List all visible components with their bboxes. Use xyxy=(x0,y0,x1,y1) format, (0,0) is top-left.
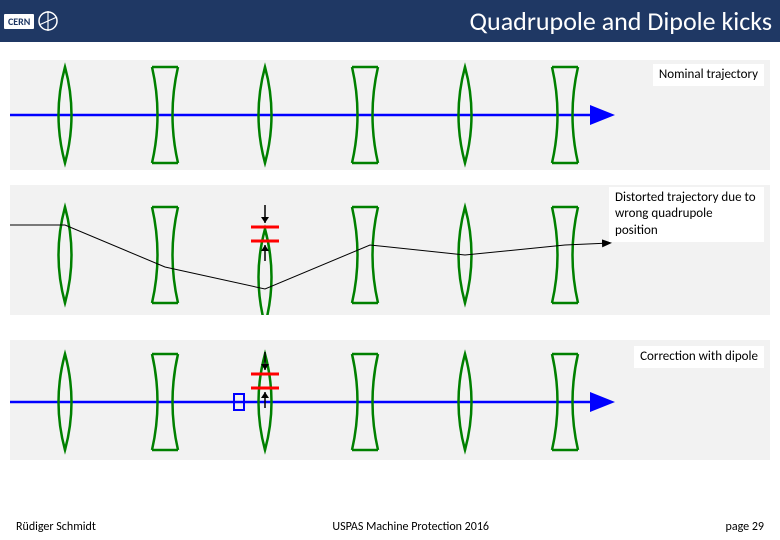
panel-correction: Correction with dipole xyxy=(10,340,770,460)
panel-nominal: Nominal trajectory xyxy=(10,60,770,170)
label-correction: Correction with dipole xyxy=(634,346,764,368)
slide-header: CERN Quadrupole and Dipole kicks xyxy=(0,0,780,42)
slide-footer: Rüdiger Schmidt USPAS Machine Protection… xyxy=(0,520,780,534)
footer-course: USPAS Machine Protection 2016 xyxy=(332,520,489,534)
label-nominal: Nominal trajectory xyxy=(653,64,764,86)
footer-author: Rüdiger Schmidt xyxy=(16,520,96,534)
panel-distorted: Distorted trajectory due to wrong quadru… xyxy=(10,185,770,315)
cern-logo: CERN xyxy=(4,9,60,33)
cern-logo-icon xyxy=(36,9,60,33)
cern-logo-text: CERN xyxy=(4,14,34,29)
slide-title: Quadrupole and Dipole kicks xyxy=(470,5,772,37)
label-distorted: Distorted trajectory due to wrong quadru… xyxy=(609,187,764,242)
footer-page: page 29 xyxy=(726,520,764,534)
